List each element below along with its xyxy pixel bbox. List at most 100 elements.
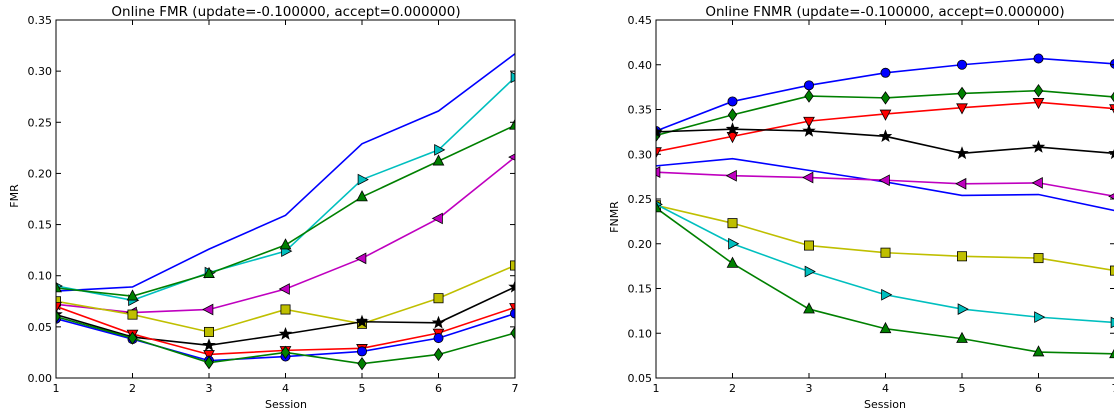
fnmr-series-3-point-4 [879, 109, 892, 121]
fmr-y-tick-label: 0.20 [28, 167, 53, 180]
fnmr-series-8-point-3 [804, 265, 816, 278]
fnmr-y-tick-label: 0.10 [628, 327, 653, 340]
fnmr-series-2-point-3 [804, 89, 814, 103]
fmr-chart-panel: Online FMR (update=-0.100000, accept=0.0… [8, 4, 519, 411]
fmr-series-7-point-3 [203, 350, 215, 362]
fnmr-series-4-point-2 [725, 122, 740, 135]
fmr-series-9-point-5 [357, 356, 367, 371]
fnmr-series-7-point-6 [1033, 253, 1044, 264]
fnmr-series-3-point-5 [956, 103, 968, 115]
fnmr-x-tick-label: 7 [1112, 382, 1114, 395]
fnmr-series-9-point-5 [956, 331, 968, 343]
fnmr-series-1-point-5 [957, 59, 968, 70]
fmr-y-axis-label: FMR [8, 184, 21, 208]
fmr-series-3-point-3 [203, 266, 215, 278]
fmr-series-6-point-6 [431, 315, 446, 329]
fnmr-series-9-point-6 [1032, 345, 1045, 357]
fnmr-y-tick-label: 0.25 [628, 193, 653, 206]
fnmr-series-1-point-7 [1110, 58, 1114, 69]
fnmr-y-axis-label: FNMR [608, 201, 621, 233]
fnmr-series-7-point-2 [727, 218, 738, 229]
fnmr-series-6-point-1 [656, 166, 661, 179]
fnmr-y-tick-label: 0.20 [628, 238, 653, 251]
fnmr-series-1-point-6 [1033, 53, 1044, 64]
fmr-series-3-point-1 [56, 281, 62, 293]
fmr-series-3-point-6 [432, 154, 445, 166]
fnmr-series-7-point-7 [1110, 265, 1114, 276]
fmr-series-6-point-4 [278, 326, 293, 340]
fmr-y-tick-label: 0.30 [28, 65, 53, 78]
fmr-y-tick-label: 0.10 [28, 270, 53, 283]
fmr-y-tick-label: 0.25 [28, 116, 53, 129]
fmr-series-3-point-5 [356, 190, 368, 202]
fnmr-series-3-point-1 [656, 147, 662, 159]
fmr-series-9-point-4 [280, 345, 291, 360]
fmr-x-tick-label: 7 [512, 382, 519, 395]
fnmr-series-2-point-2 [727, 108, 738, 122]
fmr-series-5-point-6 [433, 293, 444, 304]
fmr-series-5-point-3 [203, 326, 214, 337]
fnmr-series-1-point-3 [804, 80, 815, 91]
fmr-series-8-point-5 [356, 346, 367, 357]
fmr-series-6-point-7 [508, 279, 515, 293]
fnmr-x-tick-label: 3 [806, 382, 813, 395]
fnmr-series-3-point-2 [726, 132, 739, 144]
fnmr-series-9-point-4 [879, 321, 892, 334]
fnmr-y-tick-label: 0.35 [628, 104, 653, 117]
fnmr-series-8-point-7 [1110, 316, 1114, 329]
fnmr-series-6-point-6 [1031, 177, 1043, 189]
fnmr-chart-title: Online FNMR (update=-0.100000, accept=0.… [705, 4, 1064, 20]
fmr-series-9-point-6 [433, 347, 444, 362]
fnmr-series-3-point-6 [1032, 98, 1045, 110]
fnmr-series-9-point-2 [726, 256, 739, 268]
fnmr-series-4-point-5 [955, 146, 969, 160]
fnmr-series-8-point-4 [881, 288, 893, 301]
fmr-series-4-point-3 [202, 303, 214, 316]
fnmr-series-9-point-1 [656, 201, 662, 213]
fmr-plot-area [56, 53, 515, 371]
fnmr-plot-area [656, 53, 1114, 359]
fmr-series-9-point-2 [127, 331, 138, 345]
fnmr-series-9-point-3 [803, 302, 815, 314]
fmr-x-tick-label: 6 [435, 382, 442, 395]
fnmr-series-1-point-4 [880, 67, 891, 78]
fnmr-x-axis-label: Session [864, 398, 906, 411]
fmr-series-9-point-1 [56, 309, 61, 324]
fnmr-x-tick-label: 5 [959, 382, 966, 395]
fnmr-series-7-point-4 [880, 247, 891, 258]
fmr-y-tick-label: 0.35 [28, 14, 53, 27]
fmr-series-6-point-3 [202, 338, 216, 351]
fmr-x-tick-label: 2 [129, 382, 136, 395]
fnmr-y-tick-label: 0.05 [628, 372, 653, 385]
fmr-series-line-1 [56, 53, 515, 292]
fnmr-x-tick-label: 2 [729, 382, 736, 395]
fmr-x-axis-label: Session [265, 398, 307, 411]
fnmr-series-4-point-3 [802, 123, 816, 137]
fnmr-series-2-point-6 [1033, 84, 1044, 98]
fnmr-series-6-point-2 [725, 169, 737, 182]
fnmr-series-4-point-1 [656, 124, 663, 138]
fnmr-series-1-point-2 [727, 96, 738, 107]
fnmr-x-tick-label: 1 [653, 382, 660, 395]
fmr-series-4-point-5 [355, 252, 367, 265]
fnmr-series-8-point-6 [1034, 311, 1046, 324]
fnmr-series-6-point-4 [878, 174, 890, 187]
fmr-series-line-3 [56, 124, 515, 297]
fmr-series-5-point-2 [127, 309, 138, 320]
fnmr-series-4-point-4 [878, 129, 893, 143]
fnmr-series-4-point-7 [1108, 148, 1114, 160]
fnmr-series-2-point-7 [1110, 91, 1114, 103]
fmr-series-6-point-5 [355, 314, 369, 328]
fmr-series-4-point-7 [508, 153, 515, 161]
fmr-series-8-point-6 [433, 333, 444, 344]
fmr-series-3-point-4 [279, 238, 292, 250]
fmr-x-tick-label: 3 [206, 382, 213, 395]
fnmr-y-tick-label: 0.15 [628, 283, 653, 296]
fnmr-series-2-point-4 [880, 91, 891, 105]
fmr-series-9-point-3 [204, 355, 214, 370]
fnmr-series-6-point-3 [802, 171, 814, 184]
fnmr-y-tick-label: 0.45 [628, 14, 653, 27]
fnmr-series-line-7 [656, 204, 1114, 272]
fmr-chart-title: Online FMR (update=-0.100000, accept=0.0… [111, 4, 460, 20]
